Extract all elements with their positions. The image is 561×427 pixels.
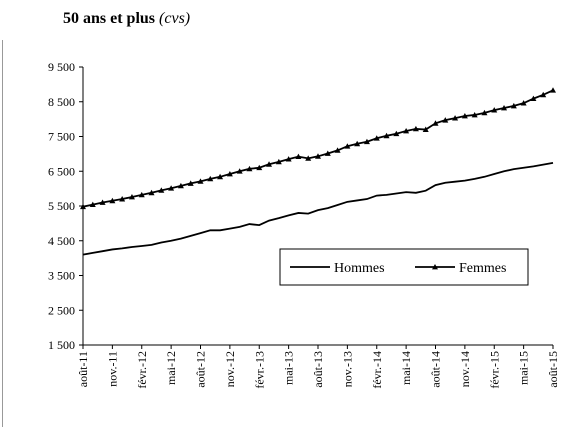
- marker: [138, 191, 145, 198]
- marker: [168, 185, 175, 191]
- x-tick-label: nov.-11: [105, 351, 119, 387]
- marker: [520, 100, 527, 106]
- legend-label: Hommes: [334, 261, 385, 276]
- marker: [295, 153, 302, 160]
- chart-subtitle: (cvs): [159, 10, 190, 27]
- y-tick-label: 5 500: [48, 199, 75, 213]
- x-tick-label: août-11: [76, 351, 90, 387]
- marker: [324, 150, 331, 156]
- marker: [344, 143, 351, 149]
- marker: [266, 161, 273, 167]
- x-tick-label: nov.-12: [223, 351, 237, 387]
- x-tick-label: août-14: [429, 351, 443, 388]
- marker: [530, 95, 537, 102]
- marker: [461, 112, 468, 119]
- marker: [109, 197, 116, 204]
- marker: [471, 111, 478, 118]
- x-tick-label: févr.-13: [252, 351, 266, 389]
- x-tick-label: févr.-14: [370, 351, 384, 389]
- x-tick-label: août-12: [194, 351, 208, 388]
- marker: [510, 102, 517, 109]
- marker: [80, 203, 86, 210]
- x-tick-label: août-15: [546, 351, 560, 388]
- x-tick-label: mai-13: [282, 351, 296, 385]
- marker: [305, 155, 312, 161]
- y-tick-label: 9 500: [48, 60, 75, 74]
- y-tick-label: 2 500: [48, 303, 75, 317]
- y-tick-label: 8 500: [48, 95, 75, 109]
- marker: [236, 168, 243, 174]
- x-tick-label: mai-12: [164, 351, 178, 385]
- marker: [432, 120, 439, 126]
- marker: [285, 156, 292, 162]
- marker: [99, 199, 106, 205]
- series-line: [82, 162, 554, 256]
- x-tick-label: nov.-14: [458, 351, 472, 387]
- x-tick-label: févr.-12: [135, 351, 149, 389]
- x-tick-label: févr.-15: [487, 351, 501, 389]
- marker: [403, 127, 410, 134]
- y-tick-label: 1 500: [48, 338, 75, 352]
- x-tick-label: mai-14: [399, 351, 413, 385]
- marker: [148, 189, 155, 196]
- marker: [246, 165, 253, 172]
- y-tick-label: 6 500: [48, 164, 75, 178]
- marker: [491, 107, 498, 113]
- y-tick-label: 4 500: [48, 234, 75, 248]
- series-line: [82, 89, 554, 208]
- marker: [452, 115, 459, 121]
- marker: [481, 109, 488, 116]
- marker: [422, 126, 429, 132]
- y-tick-label: 7 500: [48, 130, 75, 144]
- marker: [412, 125, 419, 132]
- marker: [187, 180, 194, 186]
- marker: [550, 87, 556, 93]
- marker: [393, 130, 400, 137]
- marker: [442, 117, 449, 123]
- marker: [540, 91, 547, 98]
- marker: [383, 132, 390, 139]
- marker: [226, 171, 233, 177]
- marker: [363, 138, 370, 145]
- marker: [275, 158, 282, 165]
- x-tick-label: mai-15: [517, 351, 531, 385]
- marker: [373, 135, 380, 141]
- x-tick-label: nov.-13: [340, 351, 354, 387]
- marker: [354, 140, 361, 147]
- chart-title: 50 ans et plus: [63, 10, 155, 27]
- y-tick-label: 3 500: [48, 269, 75, 283]
- marker: [128, 193, 135, 200]
- marker: [334, 147, 341, 153]
- marker: [256, 164, 263, 171]
- chart-title-group: 50 ans et plus (cvs): [63, 10, 190, 27]
- x-tick-label: août-13: [311, 351, 325, 388]
- marker: [158, 187, 165, 193]
- marker: [501, 105, 508, 111]
- marker: [315, 153, 321, 159]
- marker: [177, 182, 184, 189]
- marker: [89, 201, 96, 208]
- legend-label: Femmes: [459, 261, 506, 276]
- legend-marker: [432, 264, 438, 270]
- marker: [207, 175, 214, 182]
- marker: [119, 196, 126, 202]
- marker: [217, 173, 224, 180]
- marker: [197, 178, 204, 184]
